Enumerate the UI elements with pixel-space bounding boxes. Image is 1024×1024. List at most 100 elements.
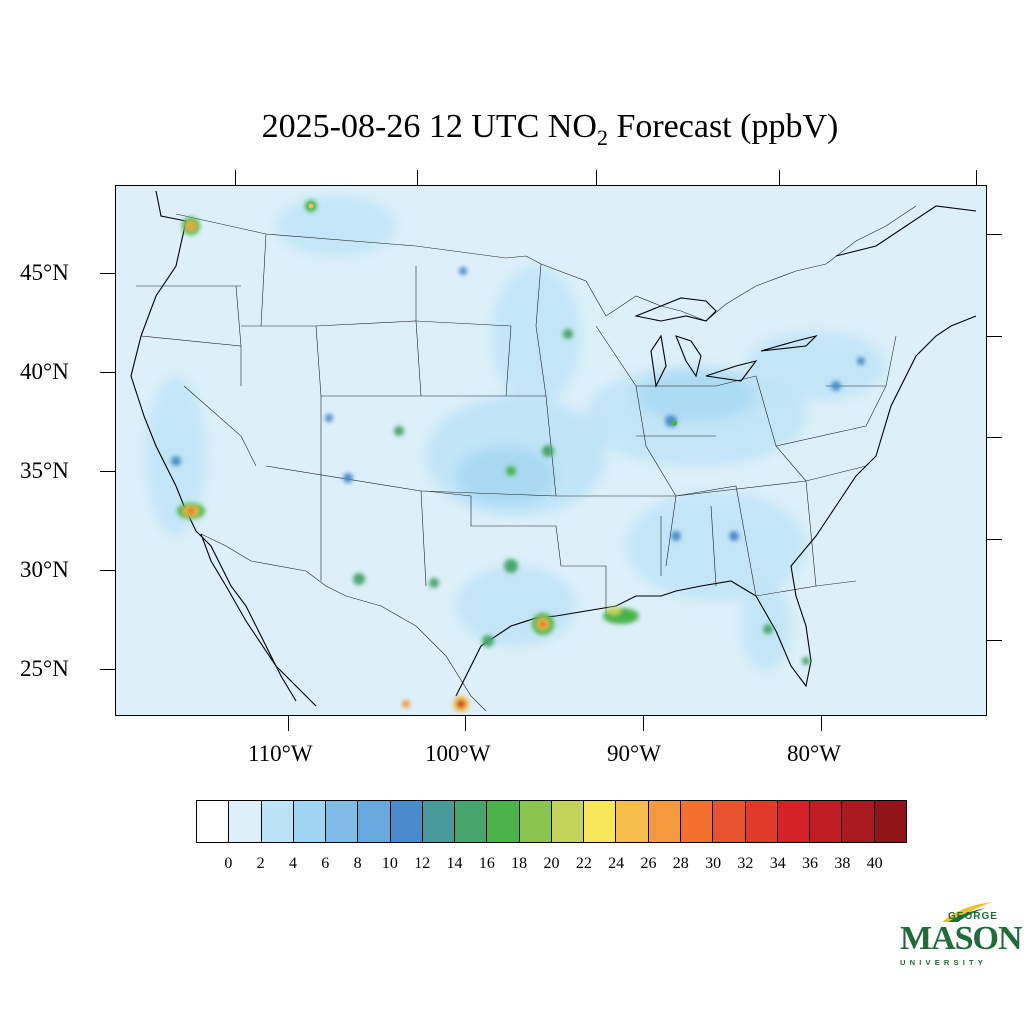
colorbar-cell bbox=[713, 801, 746, 842]
lat-label-45: 45°N bbox=[20, 260, 69, 285]
coastline bbox=[130, 190, 977, 707]
concentration-field bbox=[146, 196, 886, 671]
tick-right-3 bbox=[987, 437, 1002, 438]
title-suffix: Forecast (ppbV) bbox=[607, 108, 839, 145]
logo-george: GEORGE bbox=[948, 911, 998, 922]
colorbar-cell bbox=[261, 801, 294, 842]
colorbar-cell bbox=[358, 801, 391, 842]
tick-top-1 bbox=[235, 170, 236, 185]
hotspot-miami bbox=[802, 657, 810, 665]
colorbar-cell bbox=[519, 801, 552, 842]
tick-bottom-4 bbox=[821, 716, 822, 731]
colorbar-tick-label: 30 bbox=[705, 855, 722, 872]
tick-left-5 bbox=[100, 669, 115, 670]
colorbar-tick-label: 6 bbox=[321, 855, 330, 872]
hotspot-kansas-city bbox=[542, 445, 554, 457]
hotspot-san-antonio bbox=[482, 635, 494, 647]
tick-left-2 bbox=[100, 372, 115, 373]
colorbar-cell bbox=[390, 801, 423, 842]
hotspot-tampa bbox=[763, 624, 773, 634]
tick-right-5 bbox=[987, 640, 1002, 641]
colorbar-tick-label: 8 bbox=[353, 855, 362, 872]
colorbar-tick-label: 32 bbox=[737, 855, 754, 872]
colorbar-tick-label: 22 bbox=[575, 855, 592, 872]
colorbar-tick-label: 10 bbox=[381, 855, 398, 872]
hotspot-calgary-core bbox=[308, 203, 314, 209]
colorbar-cell bbox=[842, 801, 875, 842]
lon-label-110w: 110°W bbox=[248, 741, 313, 766]
map-title: 2025-08-26 12 UTC NO2 Forecast (ppbV) bbox=[0, 108, 1024, 151]
colorbar-cell bbox=[745, 801, 778, 842]
lon-label-100w: 100°W bbox=[425, 741, 491, 766]
hotspot-dallas bbox=[504, 559, 518, 573]
colorbar-tick-label: 16 bbox=[478, 855, 495, 872]
colorbar bbox=[196, 800, 907, 843]
colorbar-cell bbox=[293, 801, 327, 842]
lat-label-35: 35°N bbox=[20, 458, 69, 483]
logo-university: UNIVERSITY bbox=[900, 958, 988, 967]
tick-top-3 bbox=[596, 170, 597, 185]
hotspot-phoenix bbox=[343, 473, 353, 483]
colorbar-tick-label: 4 bbox=[288, 855, 297, 872]
colorbar-tick-label: 28 bbox=[672, 855, 689, 872]
tick-bottom-1 bbox=[288, 716, 289, 731]
colorbar-tick-label: 34 bbox=[769, 855, 786, 872]
logo-mason: MASON bbox=[900, 920, 1023, 957]
hotspot-minneapolis bbox=[563, 329, 573, 339]
colorbar-tick-label: 12 bbox=[414, 855, 431, 872]
borders bbox=[136, 205, 917, 712]
hotspot-denver bbox=[394, 426, 404, 436]
colorbar-cell bbox=[455, 801, 488, 842]
tick-top-5 bbox=[976, 170, 977, 185]
colorbar-tick-label: 36 bbox=[802, 855, 819, 872]
tick-right-4 bbox=[987, 539, 1002, 540]
lat-label-40: 40°N bbox=[20, 359, 69, 384]
hotspot-new-orleans bbox=[603, 607, 639, 624]
colorbar-cell bbox=[680, 801, 714, 842]
title-subscript: 2 bbox=[596, 124, 608, 150]
colorbar-tick-label: 20 bbox=[543, 855, 560, 872]
tick-right-2 bbox=[987, 336, 1002, 337]
tick-left-3 bbox=[100, 471, 115, 472]
colorbar-tick-label: 26 bbox=[640, 855, 657, 872]
colorbar-cell bbox=[551, 801, 585, 842]
tick-right-1 bbox=[987, 234, 1002, 235]
colorbar-cell bbox=[810, 801, 843, 842]
tick-top-4 bbox=[779, 170, 780, 185]
tick-top-2 bbox=[417, 170, 418, 185]
lon-label-90w: 90°W bbox=[607, 741, 661, 766]
tick-bottom-3 bbox=[643, 716, 644, 731]
title-prefix: 2025-08-26 12 UTC NO bbox=[261, 108, 597, 145]
lat-label-30: 30°N bbox=[20, 557, 69, 582]
colorbar-tick-label: 14 bbox=[446, 855, 463, 872]
tick-bottom-2 bbox=[465, 716, 466, 731]
hotspots bbox=[171, 200, 865, 712]
tick-left-1 bbox=[100, 273, 115, 274]
lat-label-25: 25°N bbox=[20, 656, 69, 681]
hotspot-monterrey bbox=[453, 696, 469, 712]
colorbar-cell bbox=[487, 801, 520, 842]
colorbar-tick-label: 38 bbox=[834, 855, 851, 872]
colorbar-cell bbox=[422, 801, 456, 842]
colorbar-cell bbox=[229, 801, 262, 842]
hotspot-seattle bbox=[182, 217, 200, 235]
colorbar-cell bbox=[874, 801, 906, 842]
lon-label-80w: 80°W bbox=[787, 741, 841, 766]
colorbar-cell bbox=[777, 801, 811, 842]
colorbar-cell bbox=[584, 801, 617, 842]
colorbar-tick-label: 40 bbox=[866, 855, 883, 872]
map-svg bbox=[130, 190, 977, 712]
colorbar-tick-label: 18 bbox=[511, 855, 528, 872]
colorbar-cell bbox=[197, 801, 230, 842]
logo-flame-icon bbox=[942, 902, 992, 922]
colorbar-cell bbox=[616, 801, 649, 842]
colorbar-tick-label: 2 bbox=[256, 855, 265, 872]
hotspot-houston bbox=[532, 613, 554, 635]
forecast-map bbox=[115, 185, 987, 716]
hotspot-los-angeles bbox=[177, 503, 205, 519]
tick-left-4 bbox=[100, 570, 115, 571]
colorbar-cell bbox=[326, 801, 359, 842]
george-mason-logo: GEORGE MASON UNIVERSITY bbox=[898, 900, 1023, 970]
colorbar-cell bbox=[648, 801, 681, 842]
colorbar-tick-label: 24 bbox=[608, 855, 625, 872]
